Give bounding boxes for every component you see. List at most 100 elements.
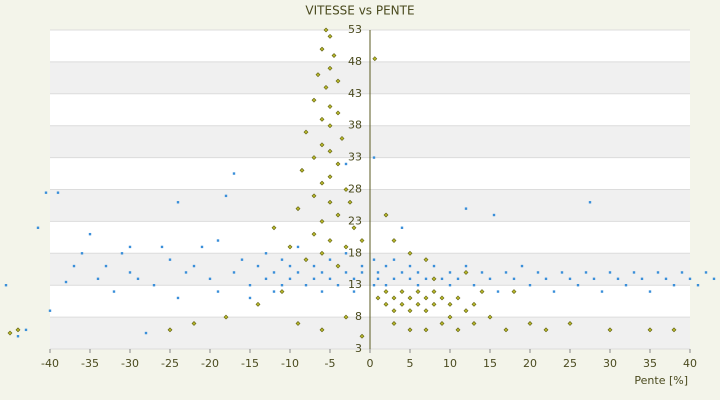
point: [56, 191, 60, 194]
point: [455, 327, 461, 333]
x-tick-label: -15: [241, 357, 259, 370]
point: [320, 271, 324, 274]
point: [416, 284, 420, 287]
point: [560, 271, 564, 274]
point: [431, 289, 437, 295]
point: [319, 180, 325, 186]
x-tick-label: 10: [443, 357, 457, 370]
point: [279, 289, 285, 295]
point: [688, 277, 692, 281]
point: [120, 252, 124, 255]
point: [567, 321, 573, 326]
point: [480, 271, 484, 274]
point: [216, 239, 220, 242]
point: [383, 289, 389, 295]
point: [304, 284, 308, 287]
point: [576, 284, 580, 287]
point: [391, 238, 397, 243]
point: [168, 258, 172, 261]
point: [472, 284, 476, 287]
x-tick-label: 20: [523, 357, 537, 370]
point: [520, 264, 524, 268]
point: [296, 245, 300, 249]
point: [568, 277, 572, 281]
point: [671, 327, 677, 333]
point: [399, 301, 405, 307]
point: [280, 284, 284, 287]
point: [335, 212, 341, 218]
point: [383, 301, 389, 307]
x-tick-label: -30: [121, 357, 139, 370]
point: [492, 213, 496, 217]
point: [343, 244, 349, 250]
point: [160, 245, 164, 249]
x-tick-label: -40: [41, 357, 59, 370]
point: [384, 284, 388, 287]
point: [399, 289, 405, 295]
point: [319, 218, 325, 224]
point: [372, 284, 376, 287]
point: [360, 264, 364, 268]
point: [392, 277, 396, 281]
point: [352, 277, 356, 281]
y-tick-label: 38: [348, 119, 362, 132]
point: [607, 327, 613, 333]
point: [448, 271, 452, 274]
point: [479, 289, 485, 295]
point: [447, 301, 453, 307]
point: [128, 245, 132, 249]
point: [327, 123, 333, 129]
x-tick-label: 0: [367, 357, 374, 370]
point: [303, 257, 309, 263]
point: [272, 271, 276, 274]
point: [456, 277, 460, 281]
point: [232, 172, 236, 175]
point: [464, 264, 468, 268]
point: [408, 277, 412, 281]
point: [536, 271, 540, 274]
y-tick-label: 3: [355, 342, 362, 355]
x-tick-label: 30: [603, 357, 617, 370]
point: [319, 142, 325, 148]
point: [407, 295, 413, 301]
point: [447, 314, 453, 320]
point: [600, 290, 604, 293]
point: [248, 284, 252, 287]
y-tick-label: 33: [348, 151, 362, 164]
point: [624, 284, 628, 287]
point: [299, 167, 305, 173]
point: [264, 252, 268, 255]
point: [471, 321, 477, 326]
point: [335, 110, 341, 116]
point: [423, 327, 429, 333]
point: [543, 327, 549, 333]
point: [439, 321, 445, 326]
point: [303, 129, 309, 135]
point: [96, 277, 100, 281]
point: [552, 290, 556, 293]
point: [288, 264, 292, 268]
point: [16, 335, 20, 338]
point: [335, 78, 341, 84]
point: [496, 290, 500, 293]
point: [312, 264, 316, 268]
point: [487, 314, 493, 320]
point: [423, 308, 429, 314]
point: [503, 327, 509, 333]
point: [376, 271, 380, 274]
point: [351, 225, 357, 231]
point: [327, 65, 333, 71]
point: [372, 258, 376, 261]
y-tick-label: 18: [348, 246, 362, 259]
point: [407, 250, 413, 256]
point: [656, 271, 660, 274]
point: [311, 155, 317, 161]
point: [216, 290, 220, 293]
point: [632, 271, 636, 274]
point: [223, 314, 229, 320]
point: [184, 271, 188, 274]
point: [588, 201, 592, 204]
point: [432, 264, 436, 268]
point: [323, 27, 329, 33]
point: [400, 226, 404, 229]
